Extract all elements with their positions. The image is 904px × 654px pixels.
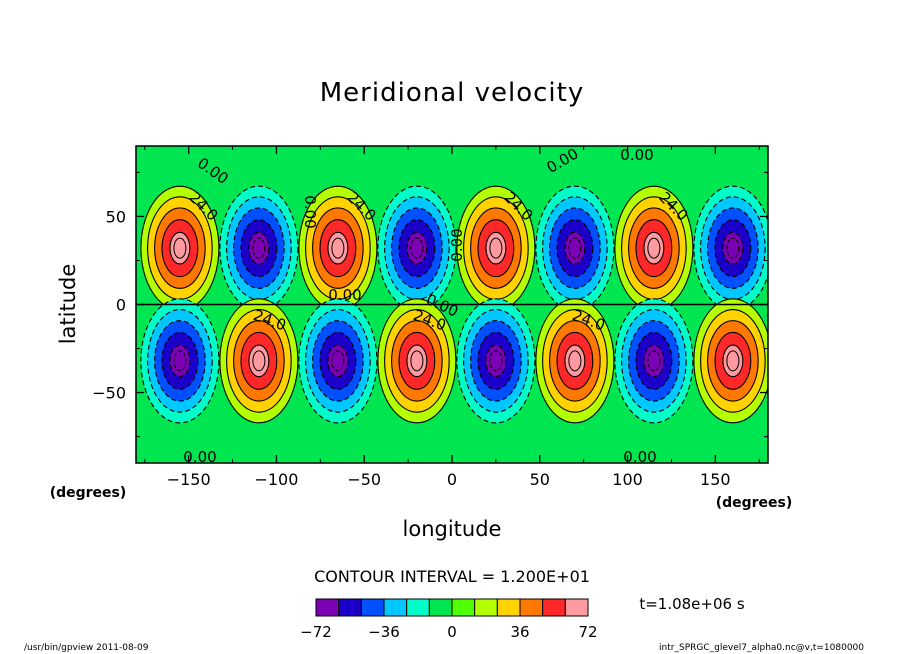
contour-core [726, 350, 740, 372]
positive-velocity-cell [773, 186, 851, 310]
contour-core [252, 350, 266, 372]
contour-band [787, 321, 838, 401]
negative-velocity-cell [219, 185, 299, 311]
positive-velocity-cell [693, 298, 768, 424]
contour-band [780, 197, 845, 300]
x-axis-units: (degrees) [50, 485, 127, 501]
contour-label: 0.00 [448, 228, 466, 261]
negative-velocity-cell [773, 299, 851, 423]
colorbar-tick-label: 0 [447, 623, 457, 641]
y-axis-units: (degrees) [716, 495, 793, 511]
contour-core [726, 237, 740, 259]
contour-core [173, 350, 187, 372]
colorbar-swatch [519, 598, 544, 617]
contour-plot-area: 0.000.000.000.00 0.000.00 0.000.00 0.0024.0… [135, 145, 851, 466]
contour-core [489, 237, 503, 259]
contour-band [773, 186, 851, 310]
positive-velocity-cell [219, 298, 299, 424]
y-tick-label: 0 [116, 296, 126, 315]
negative-velocity-cell [298, 298, 378, 424]
positive-velocity-cell [614, 185, 694, 311]
colorbar-tick-label: −36 [368, 623, 400, 641]
contour-core [806, 238, 818, 258]
contour-band [787, 208, 838, 288]
negative-velocity-cell [140, 298, 220, 424]
contour-core [410, 350, 424, 372]
colorbar: −72 −36 0 36 72 [300, 598, 598, 641]
positive-velocity-cell [377, 298, 457, 424]
contour-band [780, 310, 845, 413]
colorbar-swatch [428, 598, 453, 617]
colorbar-swatch [474, 598, 498, 617]
colorbar-swatch [338, 598, 362, 617]
contour-core [331, 237, 345, 259]
colorbar-swatch [542, 598, 566, 617]
contour-core [568, 237, 582, 259]
x-tick-label: −100 [254, 470, 298, 489]
contour-core [331, 350, 345, 372]
contour-core [410, 237, 424, 259]
time-label: t=1.08e+06 s [639, 595, 745, 613]
colorbar-tick-label: 72 [578, 623, 597, 641]
colorbar-tick-label: −72 [300, 623, 332, 641]
contour-core [489, 350, 503, 372]
contour-core [252, 237, 266, 259]
contour-band [794, 220, 830, 277]
colorbar-swatch [496, 598, 521, 617]
negative-velocity-cell [377, 185, 457, 311]
contour-label: 0.00 [301, 195, 319, 228]
contour-interval-label: CONTOUR INTERVAL = 1.200E+01 [314, 567, 590, 586]
contour-core [806, 351, 818, 371]
x-tick-label: 100 [612, 470, 643, 489]
x-tick-label: 50 [530, 470, 550, 489]
chart-title: Meridional velocity [320, 78, 585, 108]
colorbar-swatch [315, 598, 340, 617]
positive-velocity-cell [456, 185, 536, 311]
colorbar-tick-label: 36 [510, 623, 529, 641]
x-tick-label: 150 [700, 470, 731, 489]
x-axis: −150 −100 −50 0 50 100 150 [144, 146, 760, 489]
y-tick-label: 50 [106, 207, 126, 226]
colorbar-swatch [360, 598, 385, 617]
positive-velocity-cell [140, 185, 220, 311]
contour-label: 0.00 [183, 448, 216, 466]
footer-left: /usr/bin/gpview 2011-08-09 [24, 643, 149, 653]
positive-velocity-cell [535, 298, 615, 424]
contour-core [647, 350, 661, 372]
colorbar-swatch [451, 598, 476, 617]
x-tick-label: 0 [447, 470, 457, 489]
negative-velocity-cell [456, 298, 536, 424]
x-tick-label: −150 [167, 470, 211, 489]
colorbar-swatch [383, 598, 408, 617]
contour-label: 0.00 [623, 448, 656, 466]
colorbar-swatch [564, 598, 589, 617]
negative-velocity-cell [693, 185, 768, 311]
negative-velocity-cell [535, 185, 615, 311]
contour-label: 0.00 [328, 286, 361, 304]
contour-core [568, 350, 582, 372]
contour-label: 0.00 [620, 146, 653, 164]
contour-band [794, 332, 830, 389]
contour-band [802, 345, 822, 377]
y-tick-label: −50 [92, 384, 126, 403]
negative-velocity-cell [614, 298, 694, 424]
contour-band [802, 232, 822, 264]
y-axis-label: latitude [56, 264, 80, 345]
colorbar-swatch [406, 598, 430, 617]
contour-core [173, 237, 187, 259]
contour-band [773, 299, 851, 423]
x-axis-label: longitude [403, 517, 502, 541]
contour-core [647, 237, 661, 259]
y-axis: −50 0 50 [92, 171, 768, 438]
footer-right: intr_SPRGC_glevel7_alpha0.nc@v,t=1080000 [659, 643, 864, 653]
x-tick-label: −50 [347, 470, 381, 489]
